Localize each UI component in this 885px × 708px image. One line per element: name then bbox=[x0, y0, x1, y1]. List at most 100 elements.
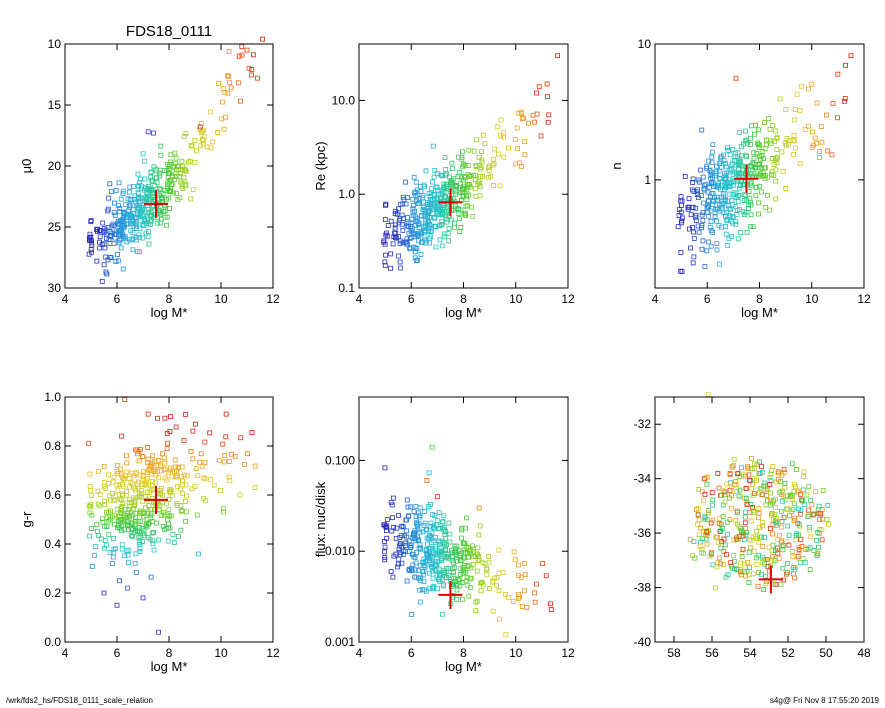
data-point bbox=[712, 214, 718, 220]
data-point bbox=[394, 525, 400, 531]
data-point bbox=[408, 235, 414, 240]
data-point bbox=[382, 465, 388, 471]
data-point bbox=[438, 570, 444, 576]
data-point bbox=[432, 167, 438, 173]
data-point bbox=[516, 594, 522, 600]
data-point bbox=[114, 482, 120, 488]
data-point bbox=[160, 196, 165, 202]
data-point bbox=[714, 218, 719, 224]
data-point bbox=[238, 98, 243, 104]
data-point bbox=[762, 535, 767, 540]
data-point bbox=[148, 170, 154, 176]
data-point bbox=[474, 598, 480, 604]
data-point bbox=[384, 517, 390, 523]
data-point bbox=[786, 542, 792, 548]
data-point bbox=[784, 506, 790, 512]
data-point bbox=[87, 471, 93, 477]
data-point bbox=[180, 478, 186, 484]
data-point bbox=[420, 193, 426, 199]
data-point bbox=[117, 482, 123, 487]
data-point bbox=[133, 495, 139, 501]
data-point bbox=[698, 167, 703, 173]
data-point bbox=[140, 539, 145, 544]
data-point bbox=[172, 150, 178, 156]
data-point bbox=[783, 143, 789, 149]
data-point bbox=[144, 489, 150, 495]
data-point bbox=[491, 156, 497, 162]
data-point bbox=[226, 74, 231, 79]
data-point bbox=[418, 252, 424, 257]
data-point bbox=[751, 508, 756, 514]
data-point bbox=[95, 468, 101, 474]
data-point bbox=[149, 471, 155, 477]
data-point bbox=[441, 231, 447, 237]
data-point bbox=[709, 190, 715, 196]
data-point bbox=[767, 138, 773, 144]
data-point bbox=[786, 141, 792, 147]
y-tick-label: 0.010 bbox=[325, 544, 355, 558]
data-point bbox=[193, 466, 199, 472]
data-point bbox=[421, 556, 427, 562]
data-point bbox=[180, 491, 185, 496]
data-point bbox=[150, 519, 155, 525]
data-point bbox=[691, 254, 697, 260]
data-point bbox=[137, 202, 143, 208]
data-point bbox=[719, 224, 725, 230]
data-point bbox=[729, 492, 735, 498]
data-point bbox=[101, 262, 107, 268]
data-point bbox=[414, 520, 419, 526]
data-point bbox=[743, 152, 749, 158]
data-point bbox=[746, 472, 752, 478]
data-point bbox=[763, 502, 769, 508]
data-point bbox=[437, 525, 443, 531]
data-point bbox=[678, 250, 684, 255]
data-point bbox=[200, 136, 205, 142]
data-point bbox=[404, 578, 410, 584]
data-point bbox=[175, 163, 181, 169]
data-point bbox=[704, 481, 710, 487]
data-point bbox=[688, 245, 693, 251]
data-point bbox=[86, 440, 92, 446]
data-point bbox=[734, 482, 740, 487]
data-point bbox=[437, 212, 443, 218]
data-point bbox=[178, 503, 184, 508]
data-point bbox=[145, 456, 151, 462]
data-point bbox=[417, 505, 423, 511]
data-point bbox=[141, 469, 146, 474]
footer-path: /wrk/fds2_hs/FDS18_0111_scale_relation bbox=[6, 696, 153, 705]
data-point bbox=[790, 507, 796, 513]
data-point bbox=[775, 154, 780, 160]
data-point bbox=[731, 190, 737, 196]
data-point bbox=[391, 553, 397, 559]
x-tick-label: 10 bbox=[214, 646, 228, 660]
data-point bbox=[111, 223, 117, 229]
data-point bbox=[776, 476, 781, 482]
data-point bbox=[750, 505, 756, 510]
data-point bbox=[403, 543, 408, 548]
data-point bbox=[184, 473, 190, 479]
data-point bbox=[409, 566, 414, 571]
data-point bbox=[733, 75, 739, 81]
data-point bbox=[726, 191, 732, 197]
data-point bbox=[749, 123, 754, 129]
data-point bbox=[704, 529, 710, 534]
data-point bbox=[174, 190, 179, 196]
data-point bbox=[414, 258, 419, 263]
y-tick-label: 30 bbox=[48, 281, 62, 295]
data-point bbox=[515, 110, 521, 116]
data-point bbox=[147, 213, 153, 219]
data-point bbox=[457, 572, 463, 577]
data-point bbox=[166, 470, 171, 476]
y-tick-label: -38 bbox=[634, 581, 652, 595]
data-point bbox=[435, 207, 440, 213]
data-point bbox=[132, 485, 138, 491]
data-point bbox=[434, 494, 440, 499]
data-point bbox=[412, 249, 418, 255]
data-point bbox=[167, 465, 173, 471]
data-point bbox=[442, 525, 448, 530]
data-point bbox=[439, 243, 445, 249]
data-point bbox=[714, 163, 719, 169]
x-tick-label: 8 bbox=[460, 292, 467, 306]
data-point bbox=[133, 237, 139, 243]
data-point bbox=[721, 562, 726, 567]
